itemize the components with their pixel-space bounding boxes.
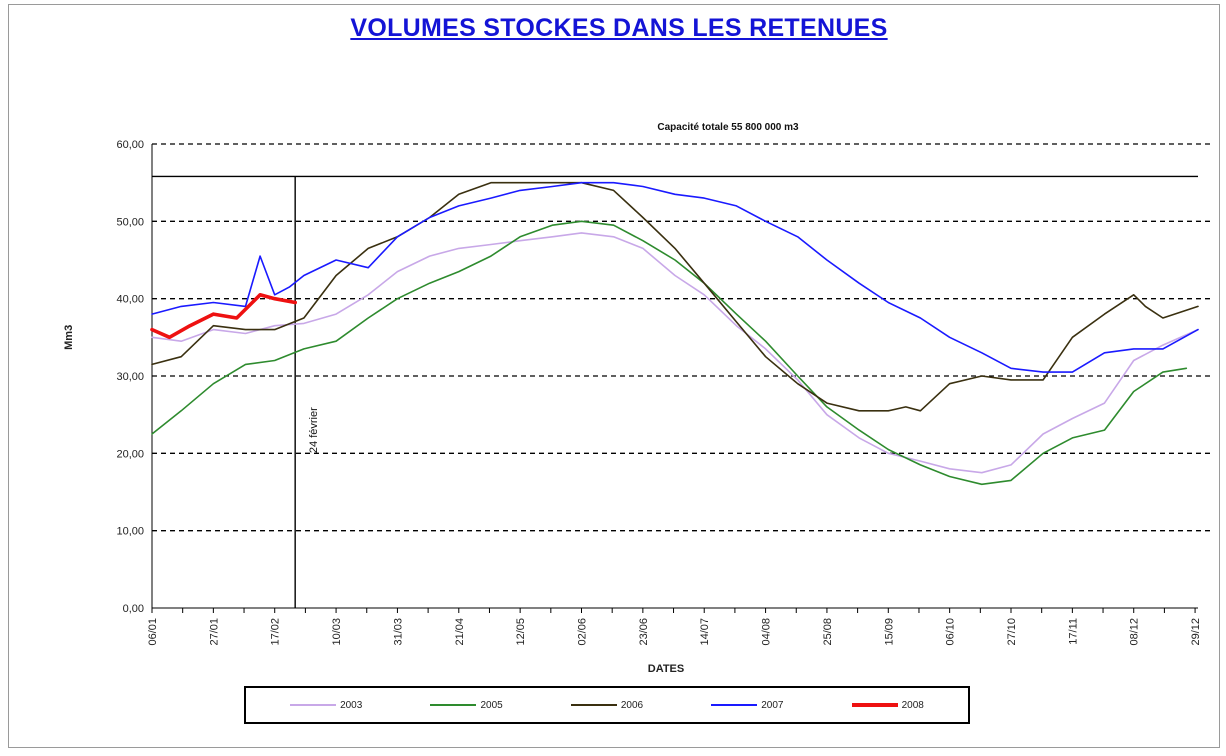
x-tick-label: 25/08 [822, 618, 834, 646]
legend-swatch [851, 703, 898, 707]
legend-swatch [430, 704, 477, 706]
series-line-2006 [151, 181, 1199, 412]
legend-item-2006: 2006 [570, 699, 644, 711]
x-tick-label: 06/01 [147, 618, 159, 646]
y-axis-title: Mm3 [63, 325, 75, 350]
y-tick-label: 20,00 [116, 448, 144, 460]
x-tick-label: 29/12 [1190, 618, 1202, 646]
x-tick-label: 06/10 [945, 618, 957, 646]
grid-lines [152, 143, 1210, 532]
y-tick-label: 10,00 [116, 526, 144, 538]
series-line-2005 [151, 220, 1188, 486]
legend-label: 2008 [901, 699, 924, 711]
y-tick-label: 0,00 [123, 603, 144, 615]
x-tick-label: 08/12 [1129, 618, 1141, 646]
x-tick-label: 31/03 [392, 618, 404, 646]
y-tick-label: 60,00 [116, 139, 144, 151]
x-axis-title: DATES [648, 663, 684, 675]
x-tick-label: 27/01 [208, 618, 220, 646]
axes: 0,00 10,00 20,00 30,00 40,00 50,00 60,00 06/01 2… [116, 139, 1202, 646]
legend-swatch [570, 704, 617, 706]
marker-date-annotation: 24 février [308, 407, 320, 453]
legend-item-2005: 2005 [430, 699, 503, 711]
x-tick-label: 02/06 [577, 618, 589, 646]
series-line-2003 [151, 232, 1199, 474]
series-line-2008 [150, 292, 298, 340]
legend-swatch [290, 704, 337, 706]
chart-title: VOLUMES STOCKES DANS LES RETENUES [350, 14, 888, 42]
y-tick-label: 50,00 [116, 216, 144, 228]
legend: 2003 2005 2006 2007 2008 [244, 686, 970, 724]
series-line-2007 [151, 181, 1199, 373]
legend-label: 2007 [761, 699, 784, 711]
legend-swatch [711, 704, 758, 706]
x-tick-label: 17/02 [270, 618, 282, 646]
legend-item-2003: 2003 [290, 700, 362, 711]
legend-label: 2006 [620, 699, 644, 711]
y-tick-label: 30,00 [116, 371, 144, 383]
legend-item-2008: 2008 [851, 699, 924, 711]
x-tick-label: 27/10 [1006, 618, 1018, 646]
legend-item-2007: 2007 [711, 700, 783, 711]
capacity-annotation: Capacité totale 55 800 000 m3 [657, 122, 799, 133]
legend-label: 2005 [480, 699, 503, 711]
x-tick-label: 23/06 [638, 618, 650, 646]
x-tick-label: 10/03 [331, 618, 343, 646]
x-tick-label: 21/04 [454, 618, 466, 646]
x-tick-label: 17/11 [1067, 618, 1079, 645]
y-tick-label: 40,00 [116, 294, 144, 306]
legend-label: 2003 [340, 699, 363, 711]
x-tick-label: 14/07 [699, 618, 711, 646]
x-tick-label: 15/09 [883, 618, 895, 646]
x-tick-label: 12/05 [515, 618, 527, 646]
series-layer [150, 175, 1199, 608]
x-tick-label: 04/08 [761, 618, 773, 646]
